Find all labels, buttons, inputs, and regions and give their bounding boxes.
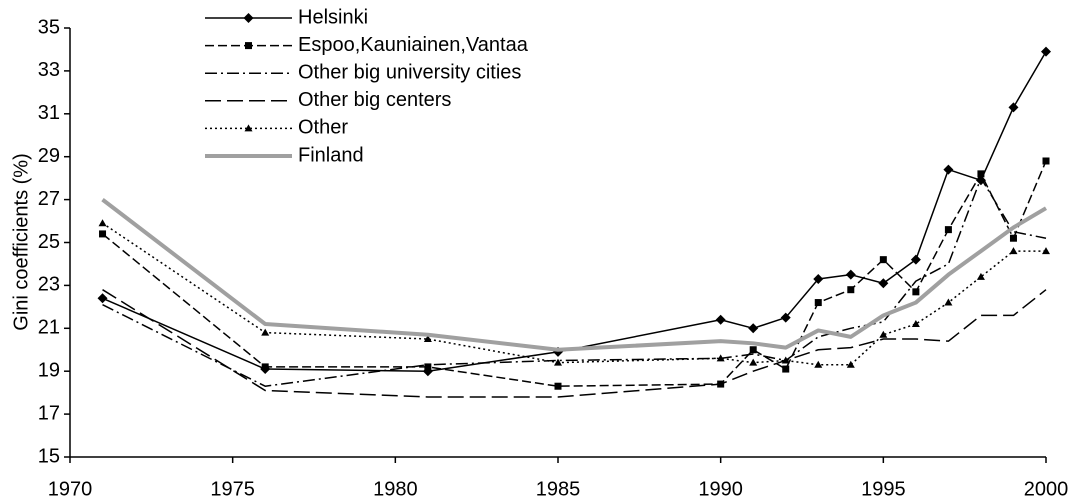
- x-tick-label: 2000: [1024, 478, 1069, 500]
- marker: [910, 254, 921, 265]
- marker: [943, 164, 954, 175]
- x-tick-label: 1990: [698, 478, 743, 500]
- x-tick-label: 1970: [48, 478, 93, 500]
- y-tick-label: 15: [38, 445, 60, 467]
- y-axis-label: Gini coefficients (%): [10, 153, 32, 330]
- marker: [977, 170, 985, 178]
- marker: [814, 299, 822, 307]
- marker: [749, 358, 758, 366]
- series-line: [102, 160, 1047, 387]
- marker: [716, 354, 725, 362]
- marker: [782, 365, 790, 373]
- y-tick-label: 29: [38, 145, 60, 167]
- marker: [715, 314, 726, 325]
- marker: [847, 286, 855, 294]
- legend-label: Helsinki: [298, 6, 368, 28]
- series-line: [102, 177, 1047, 387]
- series-line: [101, 198, 1048, 352]
- marker: [749, 346, 757, 354]
- x-tick-label: 1975: [210, 478, 255, 500]
- marker: [98, 219, 107, 227]
- marker: [424, 363, 432, 371]
- legend-label: Finland: [298, 144, 364, 166]
- marker: [780, 312, 791, 323]
- y-tick-label: 21: [38, 317, 60, 339]
- marker: [99, 230, 107, 238]
- marker: [245, 42, 252, 50]
- marker: [243, 13, 254, 23]
- marker: [1042, 157, 1050, 165]
- marker: [1009, 247, 1018, 255]
- marker: [1041, 46, 1051, 57]
- marker: [554, 382, 562, 390]
- y-tick-label: 33: [38, 59, 60, 81]
- legend-label: Other: [298, 117, 348, 139]
- series-line: [102, 222, 1046, 366]
- marker: [748, 323, 759, 334]
- series-line: [102, 289, 1047, 398]
- marker: [261, 328, 270, 336]
- marker: [423, 335, 432, 343]
- y-tick-label: 23: [38, 274, 60, 296]
- marker: [845, 269, 856, 280]
- marker: [1042, 247, 1050, 255]
- legend-label: Other big university cities: [298, 61, 521, 83]
- y-tick-label: 25: [38, 231, 60, 253]
- x-tick-label: 1995: [861, 478, 906, 500]
- marker: [944, 226, 952, 234]
- marker: [97, 293, 108, 304]
- marker: [912, 288, 920, 296]
- marker: [244, 124, 253, 132]
- y-tick-label: 35: [38, 16, 60, 38]
- legend-label: Other big centers: [298, 89, 451, 111]
- marker: [261, 363, 269, 371]
- marker: [781, 356, 790, 364]
- marker: [944, 298, 953, 306]
- marker: [814, 360, 823, 368]
- marker: [1008, 102, 1019, 113]
- marker: [878, 278, 889, 289]
- legend-label: Espoo,Kauniainen,Vantaa: [298, 34, 529, 56]
- marker: [846, 360, 855, 368]
- marker: [813, 273, 824, 284]
- marker: [1009, 234, 1017, 242]
- marker: [879, 256, 887, 264]
- series-line: [102, 51, 1047, 372]
- y-tick-label: 31: [38, 102, 60, 124]
- y-tick-label: 19: [38, 359, 60, 381]
- y-tick-label: 17: [38, 402, 60, 424]
- marker: [554, 358, 562, 366]
- y-tick-label: 27: [38, 188, 60, 210]
- marker: [976, 272, 985, 280]
- marker: [879, 330, 888, 338]
- x-tick-label: 1980: [373, 478, 418, 500]
- x-tick-label: 1985: [536, 478, 581, 500]
- marker: [911, 320, 920, 328]
